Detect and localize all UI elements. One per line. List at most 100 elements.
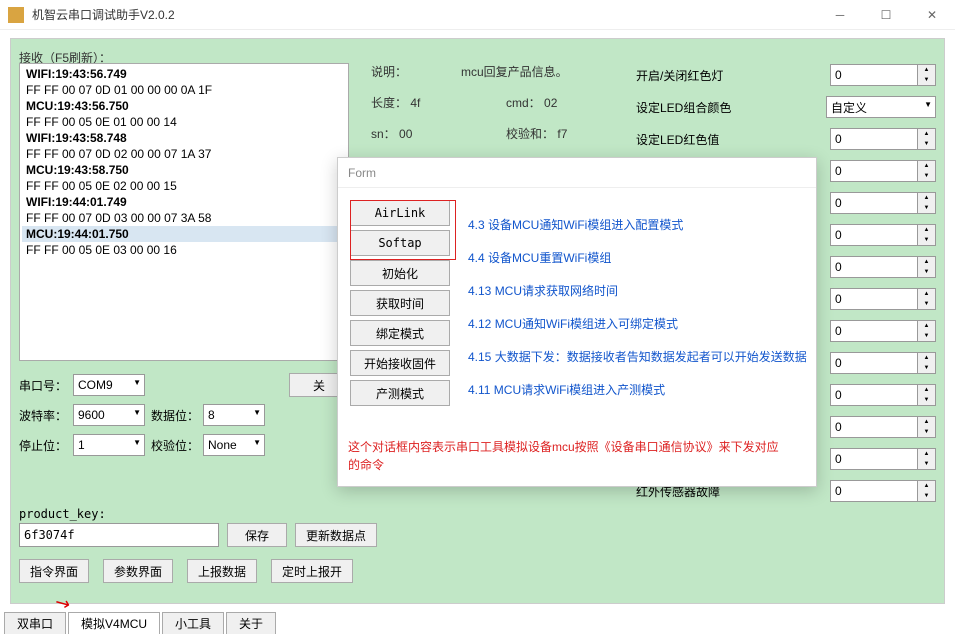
info-checksum-label: 校验和： <box>506 127 554 141</box>
window-title: 机智云串口调试助手V2.0.2 <box>32 6 817 23</box>
info-desc-text: mcu回复产品信息。 <box>461 63 641 80</box>
log-line[interactable]: FF FF 00 07 0D 02 00 00 07 1A 37 <box>22 146 346 162</box>
form-button-6[interactable]: 产测模式 <box>350 380 450 406</box>
app-icon <box>8 7 24 23</box>
info-sn-label: sn： <box>371 127 396 141</box>
param-input[interactable] <box>830 320 918 342</box>
info-len-value: 4f <box>410 96 420 110</box>
param-input[interactable] <box>830 64 918 86</box>
info-checksum-value: f7 <box>557 127 567 141</box>
bottom-tabs: 双串口模拟V4MCU小工具关于 <box>0 610 955 634</box>
log-line[interactable]: MCU:19:43:58.750 <box>22 162 346 178</box>
product-key-area: product_key: 保存 更新数据点 <box>19 507 389 547</box>
param-label: 设定LED红色值 <box>636 131 830 148</box>
param-input[interactable] <box>830 224 918 246</box>
info-len-label: 长度： <box>371 96 407 110</box>
baud-label: 波特率： <box>19 407 73 424</box>
log-line[interactable]: FF FF 00 07 0D 03 00 00 07 3A 58 <box>22 210 346 226</box>
form-highlight-box <box>350 200 456 260</box>
form-link-5: 4.11 MCU请求WiFi模组进入产测模式 <box>468 381 807 398</box>
log-line[interactable]: WIFI:19:43:56.749 <box>22 66 346 82</box>
databits-select[interactable] <box>203 404 265 426</box>
parity-label: 校验位： <box>145 437 203 454</box>
log-line[interactable]: MCU:19:43:56.750 <box>22 98 346 114</box>
log-line[interactable]: MCU:19:44:01.750 <box>22 226 346 242</box>
form-link-3: 4.12 MCU通知WiFi模组进入可绑定模式 <box>468 315 807 332</box>
report-data-button[interactable]: 上报数据 <box>187 559 257 583</box>
tab-1[interactable]: 模拟V4MCU <box>68 612 160 634</box>
info-desc-label: 说明： <box>371 63 461 80</box>
window-titlebar: 机智云串口调试助手V2.0.2 ─ ☐ ✕ <box>0 0 955 30</box>
param-spinner[interactable]: ▲▼ <box>918 224 936 246</box>
close-button[interactable]: ✕ <box>909 0 955 30</box>
param-spinner[interactable]: ▲▼ <box>918 192 936 214</box>
save-pk-button[interactable]: 保存 <box>227 523 287 547</box>
tab-0[interactable]: 双串口 <box>4 612 66 634</box>
param-spinner[interactable]: ▲▼ <box>918 480 936 502</box>
param-select[interactable] <box>826 96 936 118</box>
param-input[interactable] <box>830 128 918 150</box>
param-input[interactable] <box>830 448 918 470</box>
log-listbox[interactable]: WIFI:19:43:56.749FF FF 00 07 0D 01 00 00… <box>19 63 349 361</box>
param-input[interactable] <box>830 416 918 438</box>
product-key-label: product_key: <box>19 507 389 521</box>
cmd-view-button[interactable]: 指令界面 <box>19 559 89 583</box>
param-spinner[interactable]: ▲▼ <box>918 160 936 182</box>
param-spinner[interactable]: ▲▼ <box>918 352 936 374</box>
form-link-4: 4.15 大数据下发：数据接收者告知数据发起者可以开始发送数据 <box>468 348 807 365</box>
form-dialog: Form AirLinkSoftap初始化获取时间绑定模式开始接收固件产测模式 … <box>337 157 817 487</box>
info-cmd-value: 02 <box>544 96 557 110</box>
view-buttons: 指令界面 参数界面 上报数据 定时上报开 <box>19 559 353 583</box>
param-view-button[interactable]: 参数界面 <box>103 559 173 583</box>
param-label: 设定LED组合颜色 <box>636 99 826 116</box>
timed-report-button[interactable]: 定时上报开 <box>271 559 353 583</box>
form-button-4[interactable]: 绑定模式 <box>350 320 450 346</box>
info-sn-value: 00 <box>399 127 412 141</box>
serial-config: 串口号： ▼ 关 波特率： ▼ 数据位： ▼ 停止位： ▼ 校验位： ▼ <box>19 373 349 463</box>
param-input[interactable] <box>830 192 918 214</box>
param-spinner[interactable]: ▲▼ <box>918 128 936 150</box>
form-note: 这个对话框内容表示串口工具模拟设备mcu按照《设备串口通信协议》来下发对应的命令 <box>348 438 788 474</box>
databits-label: 数据位： <box>145 407 203 424</box>
param-input[interactable] <box>830 288 918 310</box>
tab-2[interactable]: 小工具 <box>162 612 224 634</box>
tab-3[interactable]: 关于 <box>226 612 276 634</box>
port-label: 串口号： <box>19 377 73 394</box>
form-button-5[interactable]: 开始接收固件 <box>350 350 450 376</box>
baud-select[interactable] <box>73 404 145 426</box>
info-cmd-label: cmd： <box>506 96 541 110</box>
param-input[interactable] <box>830 160 918 182</box>
form-title: Form <box>338 158 816 188</box>
param-input[interactable] <box>830 352 918 374</box>
log-line[interactable]: FF FF 00 05 0E 01 00 00 14 <box>22 114 346 130</box>
log-line[interactable]: WIFI:19:43:58.748 <box>22 130 346 146</box>
param-spinner[interactable]: ▲▼ <box>918 320 936 342</box>
param-input[interactable] <box>830 480 918 502</box>
form-link-2: 4.13 MCU请求获取网络时间 <box>468 282 807 299</box>
param-spinner[interactable]: ▲▼ <box>918 416 936 438</box>
stopbits-select[interactable] <box>73 434 145 456</box>
stopbits-label: 停止位： <box>19 437 73 454</box>
update-datapoints-button[interactable]: 更新数据点 <box>295 523 377 547</box>
form-button-2[interactable]: 初始化 <box>350 260 450 286</box>
param-spinner[interactable]: ▲▼ <box>918 448 936 470</box>
param-input[interactable] <box>830 256 918 278</box>
param-input[interactable] <box>830 384 918 406</box>
param-spinner[interactable]: ▲▼ <box>918 384 936 406</box>
port-select[interactable] <box>73 374 145 396</box>
param-spinner[interactable]: ▲▼ <box>918 256 936 278</box>
minimize-button[interactable]: ─ <box>817 0 863 30</box>
param-spinner[interactable]: ▲▼ <box>918 288 936 310</box>
product-key-input[interactable] <box>19 523 219 547</box>
param-spinner[interactable]: ▲▼ <box>918 64 936 86</box>
form-link-1: 4.4 设备MCU重置WiFi模组 <box>468 249 807 266</box>
log-line[interactable]: FF FF 00 05 0E 02 00 00 15 <box>22 178 346 194</box>
parity-select[interactable] <box>203 434 265 456</box>
log-line[interactable]: WIFI:19:44:01.749 <box>22 194 346 210</box>
form-button-3[interactable]: 获取时间 <box>350 290 450 316</box>
maximize-button[interactable]: ☐ <box>863 0 909 30</box>
log-line[interactable]: FF FF 00 05 0E 03 00 00 16 <box>22 242 346 258</box>
log-line[interactable]: FF FF 00 07 0D 01 00 00 00 0A 1F <box>22 82 346 98</box>
form-link-0: 4.3 设备MCU通知WiFi模组进入配置模式 <box>468 216 807 233</box>
param-label: 开启/关闭红色灯 <box>636 67 830 84</box>
